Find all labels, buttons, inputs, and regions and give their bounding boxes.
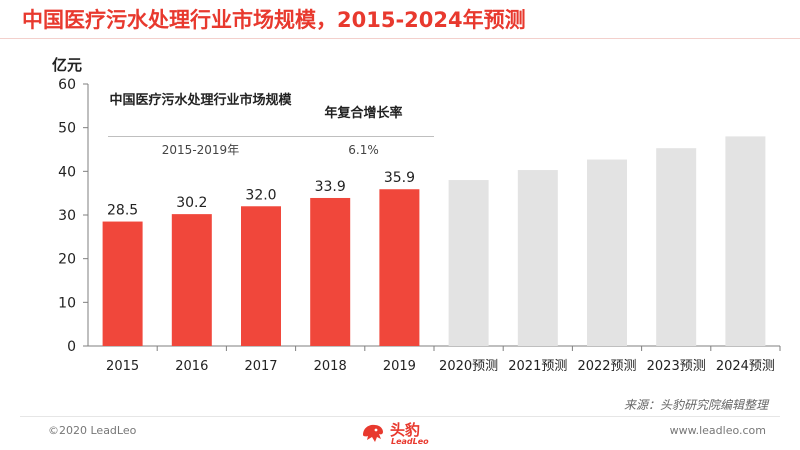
footer-divider (20, 416, 780, 417)
y-tick-label: 10 (58, 295, 76, 311)
brand-logo: 头豹 LeadLeo (360, 418, 450, 448)
x-tick-label: 2024预测 (716, 359, 775, 374)
x-tick-label: 2018 (314, 359, 347, 374)
y-tick-label: 20 (58, 252, 76, 268)
cagr-rate: 6.1% (348, 143, 379, 157)
cagr-header-rate: 年复合增长率 (324, 106, 403, 121)
y-axis-unit: 亿元 (52, 56, 83, 74)
x-tick-label: 2020预测 (439, 359, 498, 374)
y-tick-label: 40 (58, 164, 76, 180)
title-divider (0, 38, 800, 39)
bar (448, 180, 489, 346)
leopard-logo-icon (363, 424, 383, 442)
cagr-table: 中国医疗污水处理行业市场规模 年复合增长率 2015-2019年 6.1% (108, 88, 434, 163)
y-tick-label: 60 (58, 77, 76, 93)
page-title: 中国医疗污水处理行业市场规模，2015-2024年预测 (22, 8, 526, 32)
y-tick-label: 0 (67, 339, 76, 355)
data-label: 28.5 (107, 203, 138, 219)
x-tick-label: 2023预测 (647, 359, 706, 374)
bar (171, 214, 212, 346)
data-label: 35.9 (384, 170, 415, 186)
bar (241, 206, 281, 346)
cagr-header-market-size: 中国医疗污水处理行业市场规模 (109, 93, 292, 108)
x-tick-label: 2017 (244, 359, 277, 374)
x-tick-label: 2022预测 (577, 359, 636, 374)
bar-chart: 0 10 20 30 40 50 60 2015 28.5 2016 30.2 2017 32.0 201… (58, 77, 781, 374)
cagr-divider (108, 136, 434, 137)
x-tick-label: 2021预测 (508, 359, 567, 374)
x-tick-label: 2019 (383, 359, 416, 374)
copyright-text: ©2020 LeadLeo (48, 424, 137, 437)
y-tick-label: 50 (58, 121, 76, 137)
logo-text: 头豹 (390, 421, 421, 439)
bar (587, 159, 627, 346)
bar (517, 170, 558, 346)
logo-subtext: LeadLeo (391, 437, 429, 446)
source-note: 来源：头豹研究院编辑整理 (623, 398, 768, 412)
bar (656, 148, 697, 346)
bar (310, 197, 351, 346)
y-tick-label: 30 (58, 208, 76, 224)
bar (379, 189, 420, 346)
bar (102, 221, 143, 346)
cagr-period: 2015-2019年 (161, 143, 240, 157)
data-label: 30.2 (176, 195, 207, 211)
data-label: 33.9 (315, 179, 346, 195)
x-tick-label: 2015 (106, 359, 139, 374)
x-tick-label: 2016 (175, 359, 208, 374)
data-label: 32.0 (245, 187, 276, 203)
bar (725, 136, 766, 346)
website-link[interactable]: www.leadleo.com (669, 424, 766, 437)
